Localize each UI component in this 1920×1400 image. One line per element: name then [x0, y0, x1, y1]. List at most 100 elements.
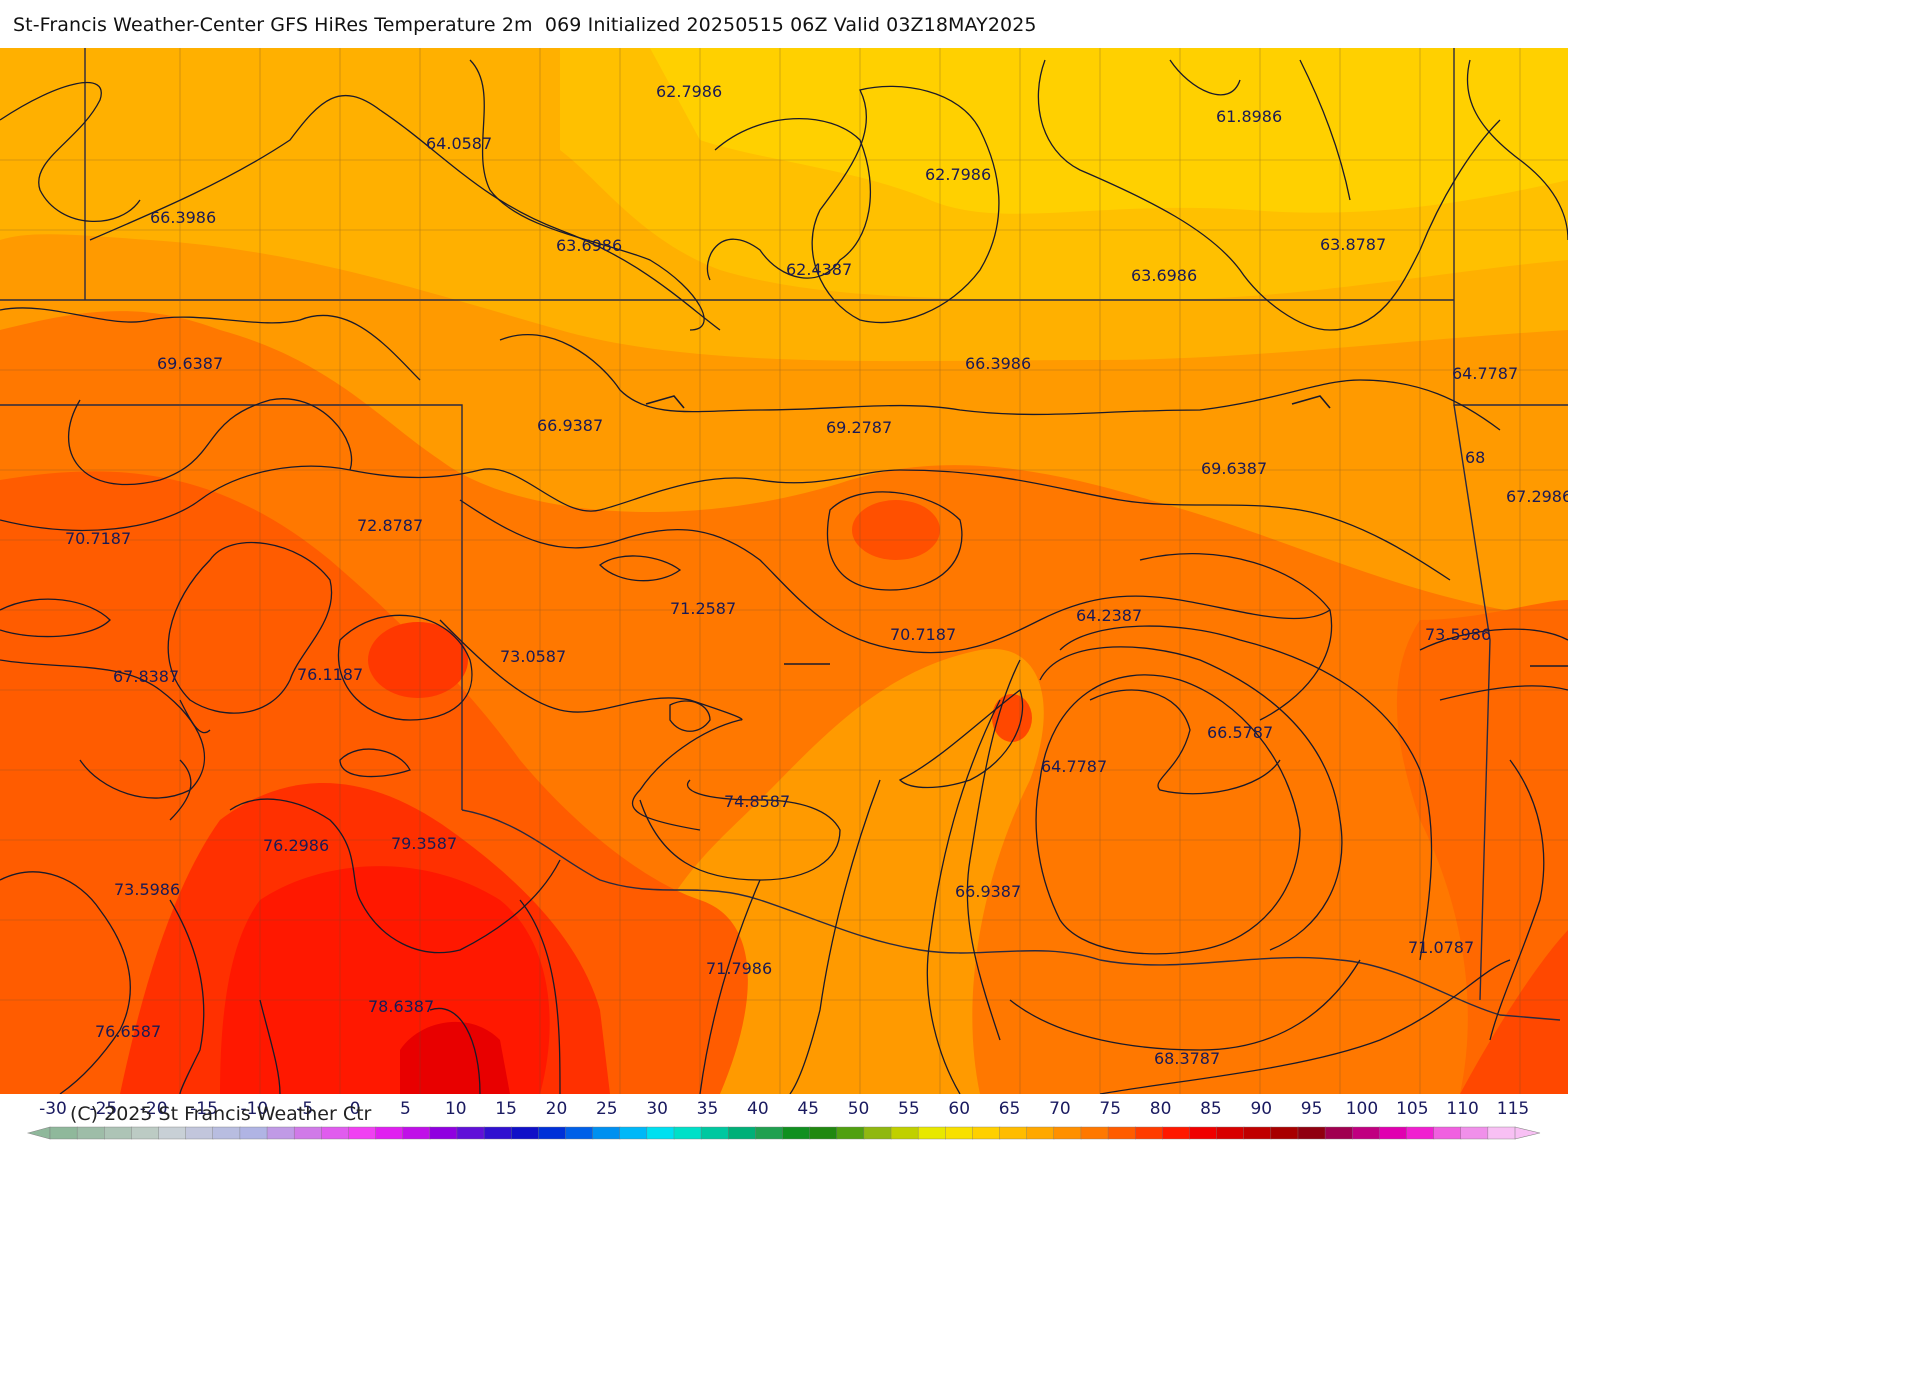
color-scale-tick-label: 0	[350, 1099, 361, 1119]
color-scale-swatch	[402, 1126, 431, 1140]
color-scale-swatch	[592, 1126, 621, 1140]
contour-label: 76.6587	[95, 1022, 161, 1041]
color-scale-swatch	[863, 1126, 892, 1140]
color-scale-swatch	[49, 1126, 78, 1140]
color-scale-swatch	[239, 1126, 268, 1140]
color-scale-swatch	[1379, 1126, 1408, 1140]
contour-label: 73.0587	[500, 647, 566, 666]
contour-label: 64.7787	[1452, 364, 1518, 383]
color-scale-swatch	[1406, 1126, 1435, 1140]
color-scale-right-arrow	[1514, 1126, 1541, 1140]
color-scale-swatch	[348, 1126, 377, 1140]
color-scale-left-arrow	[26, 1126, 51, 1140]
color-scale-swatch	[456, 1126, 485, 1140]
temperature-map: 62.7986 64.0587 61.8986 62.7986 66.3986 63.69…	[0, 48, 1568, 1094]
color-scale-tick-label: 40	[747, 1099, 769, 1119]
color-scale-tick-label: 45	[797, 1099, 819, 1119]
color-scale-tick-label: 75	[1099, 1099, 1121, 1119]
contour-label: 71.7986	[706, 959, 772, 978]
color-scale-tick-label: -10	[240, 1099, 268, 1119]
color-scale-tick-label: -15	[190, 1099, 218, 1119]
color-scale-swatch	[1107, 1126, 1136, 1140]
contour-label: 71.0787	[1408, 938, 1474, 957]
color-scale-swatch	[945, 1126, 974, 1140]
color-scale-swatch	[782, 1126, 811, 1140]
contour-label: 69.6387	[1201, 459, 1267, 478]
color-scale-swatch	[293, 1126, 322, 1140]
contour-label: 63.6986	[1131, 266, 1197, 285]
color-scale-swatch	[646, 1126, 675, 1140]
color-scale-swatch	[673, 1126, 702, 1140]
color-scale-swatch	[131, 1126, 160, 1140]
color-scale-swatch	[1324, 1126, 1353, 1140]
contour-label-layer: 62.7986 64.0587 61.8986 62.7986 66.3986 63.69…	[65, 82, 1568, 1068]
contour-label: 69.6387	[157, 354, 223, 373]
contour-label: 61.8986	[1216, 107, 1282, 126]
contour-label: 76.2986	[263, 836, 329, 855]
color-scale-tick-label: 70	[1049, 1099, 1071, 1119]
color-scale-swatch	[1433, 1126, 1462, 1140]
color-scale-swatch	[212, 1126, 241, 1140]
color-scale-swatch	[728, 1126, 757, 1140]
contour-label: 62.7986	[925, 165, 991, 184]
color-scale-tick-label: 90	[1250, 1099, 1272, 1119]
contour-label: 70.7187	[890, 625, 956, 644]
contour-label: 62.7986	[656, 82, 722, 101]
contour-label: 67.2986	[1506, 487, 1568, 506]
color-scale-swatch	[1053, 1126, 1082, 1140]
color-scale-swatch	[511, 1126, 540, 1140]
contour-label: 66.5787	[1207, 723, 1273, 742]
color-scale-swatch	[1189, 1126, 1218, 1140]
color-scale-bar	[26, 1126, 1541, 1140]
color-scale-tick-label: 20	[546, 1099, 568, 1119]
color-scale-swatch	[1243, 1126, 1272, 1140]
contour-label: 70.7187	[65, 529, 131, 548]
contour-label: 79.3587	[391, 834, 457, 853]
color-scale-tick-label: 110	[1446, 1099, 1478, 1119]
color-scale-swatch	[483, 1126, 512, 1140]
color-scale-tick-label: -25	[89, 1099, 117, 1119]
contour-label: 66.3986	[150, 208, 216, 227]
color-scale-swatch	[429, 1126, 458, 1140]
contour-label: 76.1187	[297, 665, 363, 684]
contour-label: 68.3787	[1154, 1049, 1220, 1068]
copyright-text: (C) 2025 St Francis Weather Ctr	[70, 1103, 372, 1125]
color-scale-swatch	[104, 1126, 133, 1140]
color-scale-swatch	[1080, 1126, 1109, 1140]
color-scale-swatch	[375, 1126, 404, 1140]
color-scale-swatch	[836, 1126, 865, 1140]
contour-label: 63.8787	[1320, 235, 1386, 254]
contour-label: 73.5986	[114, 880, 180, 899]
color-scale-swatch	[700, 1126, 729, 1140]
color-scale-swatch	[1026, 1126, 1055, 1140]
color-scale-tick-label: 5	[400, 1099, 411, 1119]
color-scale-swatch	[1162, 1126, 1191, 1140]
contour-label: 62.4387	[786, 260, 852, 279]
color-scale-swatch	[185, 1126, 214, 1140]
contour-label: 72.8787	[357, 516, 423, 535]
color-scale-swatch	[1270, 1126, 1299, 1140]
color-scale-tick-label: 60	[948, 1099, 970, 1119]
color-scale-swatch	[917, 1126, 946, 1140]
color-scale-tick-label: 80	[1150, 1099, 1172, 1119]
color-scale-swatch	[1460, 1126, 1489, 1140]
color-scale-swatch	[76, 1126, 105, 1140]
color-scale-swatch	[266, 1126, 295, 1140]
contour-label: 64.2387	[1076, 606, 1142, 625]
color-scale-tick-label: 25	[596, 1099, 618, 1119]
color-scale-swatch	[999, 1126, 1028, 1140]
color-scale-tick-label: 30	[646, 1099, 668, 1119]
color-scale-tick-label: 85	[1200, 1099, 1222, 1119]
contour-label: 66.9387	[537, 416, 603, 435]
contour-label: 71.2587	[670, 599, 736, 618]
color-scale-tick-label: 35	[697, 1099, 719, 1119]
contour-label: 64.0587	[426, 134, 492, 153]
contour-label: 66.9387	[955, 882, 1021, 901]
color-scale-tick-label: 55	[898, 1099, 920, 1119]
color-scale-swatch	[1216, 1126, 1245, 1140]
color-scale-tick-label: 65	[999, 1099, 1021, 1119]
contour-label: 74.8587	[724, 792, 790, 811]
color-scale-ticks: -30 -25 -20 -15 -10 -5 0 5 10 15 20 25 30 35 40 45 50 55 6…	[39, 1099, 1529, 1119]
color-scale-swatch	[158, 1126, 187, 1140]
contour-label: 63.6986	[556, 236, 622, 255]
